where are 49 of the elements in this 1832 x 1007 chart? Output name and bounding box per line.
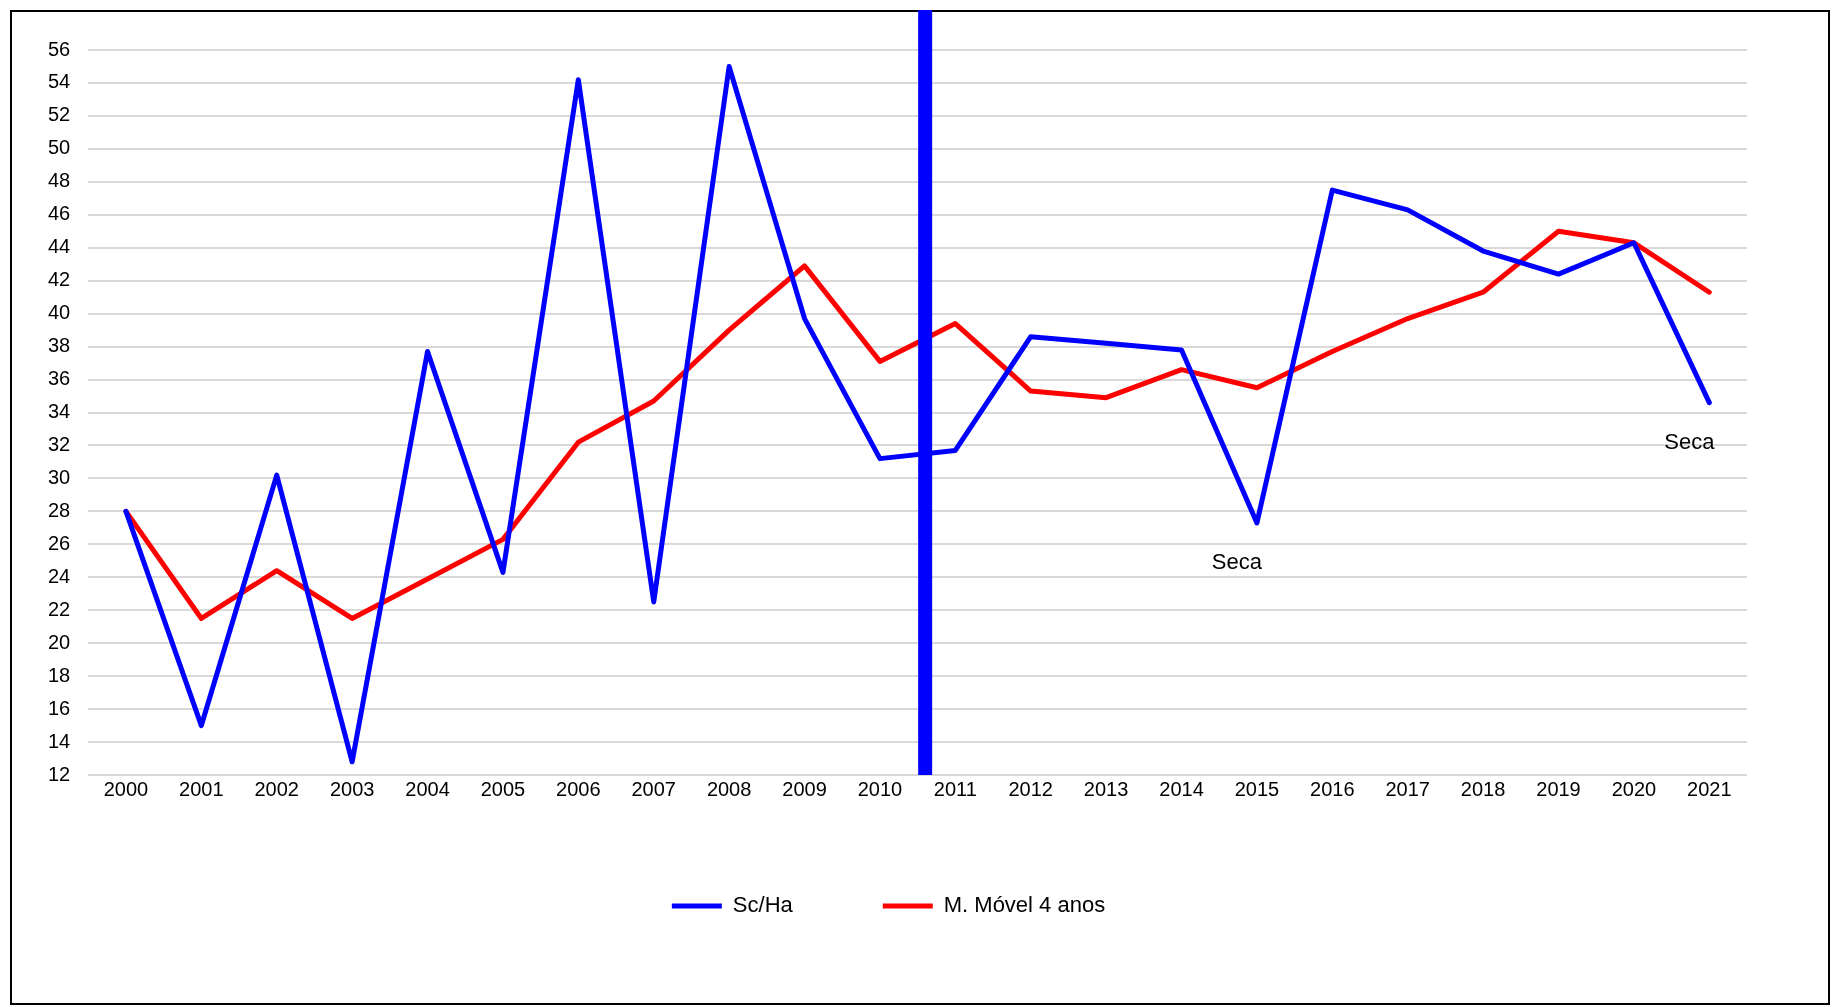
- x-tick-label: 2005: [480, 777, 526, 800]
- x-tick-label: 2009: [782, 777, 827, 800]
- y-tick-label: 28: [48, 498, 71, 521]
- y-tick-label: 16: [48, 696, 71, 719]
- x-tick-label: 2011: [933, 777, 977, 800]
- y-tick-label: 52: [48, 103, 71, 126]
- y-tick-label: 34: [48, 400, 71, 423]
- x-tick-label: 2012: [1008, 777, 1053, 800]
- x-tick-label: 2017: [1385, 777, 1430, 800]
- x-tick-label: 2003: [329, 777, 375, 800]
- x-tick-label: 2015: [1234, 777, 1280, 800]
- x-tick-label: 2016: [1310, 777, 1355, 800]
- x-tick-label: 2021: [1687, 777, 1732, 800]
- y-tick-label: 12: [48, 762, 71, 785]
- y-tick-label: 50: [48, 136, 71, 159]
- x-tick-label: 2010: [857, 777, 903, 800]
- x-tick-label: 2019: [1536, 777, 1581, 800]
- y-tick-label: 30: [48, 465, 71, 488]
- y-tick-label: 36: [48, 367, 71, 390]
- y-tick-label: 48: [48, 169, 71, 192]
- y-tick-label: 38: [48, 334, 71, 357]
- x-tick-label: 2006: [556, 777, 601, 800]
- y-tick-label: 20: [48, 630, 71, 653]
- y-tick-label: 14: [48, 729, 71, 752]
- x-tick-label: 2004: [405, 777, 450, 800]
- y-tick-label: 42: [48, 268, 71, 291]
- legend-label: Sc/Ha: [732, 892, 794, 918]
- x-tick-label: 2020: [1611, 777, 1657, 800]
- y-tick-label: 46: [48, 202, 71, 225]
- y-tick-label: 22: [48, 597, 71, 620]
- x-tick-label: 2008: [706, 777, 752, 800]
- y-tick-label: 24: [48, 564, 71, 587]
- y-tick-label: 56: [48, 37, 71, 60]
- annotation: Seca: [1664, 428, 1716, 454]
- x-tick-label: 2007: [631, 777, 676, 800]
- y-tick-label: 26: [48, 531, 71, 554]
- y-tick-label: 44: [48, 235, 71, 258]
- y-tick-label: 18: [48, 663, 71, 686]
- x-tick-label: 2002: [254, 777, 299, 800]
- x-tick-label: 2001: [179, 777, 224, 800]
- legend-label: M. Móvel 4 anos: [943, 892, 1106, 918]
- annotation: Seca: [1211, 548, 1263, 574]
- x-tick-label: 2014: [1159, 777, 1204, 800]
- y-tick-label: 32: [48, 432, 71, 455]
- y-tick-label: 54: [48, 70, 71, 93]
- x-tick-label: 2000: [103, 777, 149, 800]
- x-tick-label: 2018: [1460, 777, 1506, 800]
- y-tick-label: 40: [48, 301, 71, 324]
- x-tick-label: 2013: [1083, 777, 1129, 800]
